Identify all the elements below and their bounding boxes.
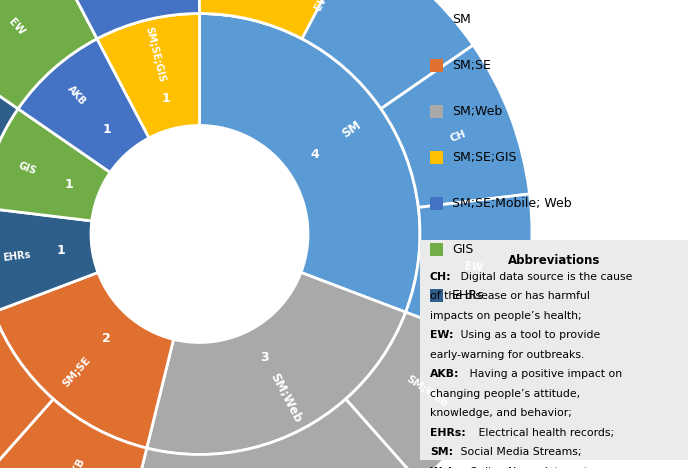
Wedge shape: [199, 0, 354, 39]
Text: SM;SE: SM;SE: [61, 355, 93, 389]
Wedge shape: [406, 194, 532, 352]
Text: SM;SE;Mobile; Web: SM;SE;Mobile; Web: [452, 197, 572, 210]
Wedge shape: [199, 0, 473, 109]
Text: Web:: Web:: [430, 467, 461, 468]
Text: of the disease or has harmful: of the disease or has harmful: [430, 292, 590, 301]
Bar: [420, 240, 688, 460]
Text: AKB: AKB: [66, 84, 88, 108]
Wedge shape: [45, 0, 200, 39]
Circle shape: [92, 126, 307, 342]
Text: SM: SM: [452, 13, 470, 26]
Text: CH: CH: [449, 128, 468, 144]
Text: EHRs:: EHRs:: [430, 428, 466, 438]
Bar: [430, 151, 443, 164]
Text: EHRs: EHRs: [1, 249, 31, 263]
Wedge shape: [199, 14, 420, 312]
Wedge shape: [120, 399, 420, 468]
Text: CH:: CH:: [430, 272, 452, 282]
Wedge shape: [381, 45, 530, 207]
Wedge shape: [0, 272, 174, 448]
Bar: [430, 105, 443, 118]
Wedge shape: [346, 312, 510, 468]
Text: Using as a tool to provide: Using as a tool to provide: [457, 330, 600, 341]
Text: knowledge, and behavior;: knowledge, and behavior;: [430, 409, 572, 418]
Wedge shape: [0, 312, 53, 468]
Text: 1: 1: [162, 92, 170, 105]
Text: 1: 1: [56, 244, 65, 257]
Text: 3: 3: [260, 351, 269, 365]
Bar: [430, 197, 443, 210]
Bar: [430, 289, 443, 302]
Text: EW: EW: [464, 261, 484, 273]
Text: Electrical health records;: Electrical health records;: [475, 428, 614, 438]
Bar: [430, 59, 443, 72]
Wedge shape: [0, 109, 110, 221]
Bar: [430, 243, 443, 256]
Text: Abbreviations: Abbreviations: [508, 254, 600, 267]
Wedge shape: [0, 399, 147, 468]
Wedge shape: [0, 45, 18, 207]
Text: impacts on people’s health;: impacts on people’s health;: [430, 311, 582, 321]
Text: EW:: EW:: [430, 330, 454, 341]
Wedge shape: [97, 14, 200, 138]
Wedge shape: [147, 272, 406, 454]
Text: SM;Web: SM;Web: [405, 373, 449, 409]
Text: 4: 4: [310, 148, 319, 161]
Text: early-warning for outbreaks.: early-warning for outbreaks.: [430, 350, 584, 360]
Text: GIS: GIS: [16, 161, 37, 176]
Text: EW:AKB: EW:AKB: [313, 0, 343, 12]
Text: 1: 1: [64, 178, 73, 191]
Text: SM;SE;GIS: SM;SE;GIS: [144, 26, 167, 84]
Text: EW: EW: [6, 17, 26, 37]
Wedge shape: [18, 39, 149, 172]
Wedge shape: [0, 207, 98, 312]
Text: SM;SE;GIS: SM;SE;GIS: [452, 151, 517, 164]
Text: changing people’s attitude,: changing people’s attitude,: [430, 389, 580, 399]
Text: SM;SE: SM;SE: [452, 59, 491, 72]
Text: Social Media Streams;: Social Media Streams;: [457, 447, 582, 458]
Text: GIS: GIS: [452, 243, 473, 256]
Text: AKB:: AKB:: [430, 370, 459, 380]
Text: Having a positive impact on: Having a positive impact on: [466, 370, 622, 380]
Wedge shape: [0, 0, 97, 109]
Text: SM: SM: [340, 118, 363, 140]
Text: Digital data source is the cause: Digital data source is the cause: [457, 272, 632, 282]
Text: EHRs: EHRs: [452, 289, 484, 302]
Text: EW;AKB: EW;AKB: [56, 456, 86, 468]
Text: SM;Web: SM;Web: [267, 371, 304, 424]
Text: 2: 2: [102, 332, 111, 345]
Bar: [430, 13, 443, 26]
Text: SM:: SM:: [430, 447, 453, 458]
Text: Online News, Internet;: Online News, Internet;: [466, 467, 592, 468]
Text: SM;Web: SM;Web: [452, 105, 502, 118]
Text: 1: 1: [102, 123, 111, 136]
